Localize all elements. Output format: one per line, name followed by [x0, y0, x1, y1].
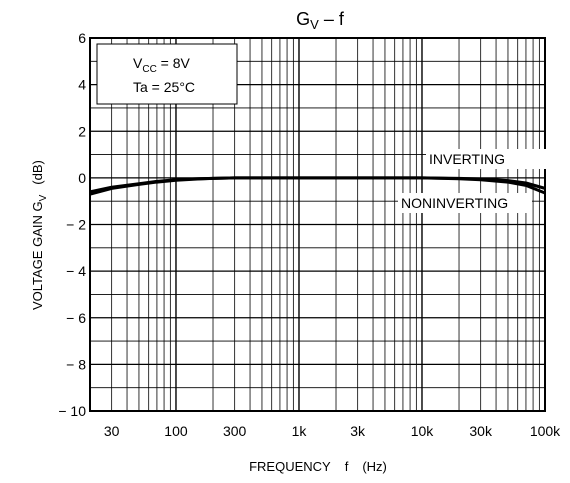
x-tick-label: 30k	[469, 423, 493, 439]
y-tick-label: − 2	[66, 217, 86, 233]
chart-title-rest: – f	[319, 9, 345, 29]
series-label-noninverting: NONINVERTING	[401, 195, 508, 211]
x-axis-label: FREQUENCY f (Hz)	[249, 459, 387, 474]
x-tick-label: 100k	[530, 423, 561, 439]
y-tick-label: 0	[78, 170, 86, 186]
series-label-inverting: INVERTING	[429, 151, 505, 167]
x-tick-labels: 30 100 300 1k 3k 10k 30k 100k	[104, 423, 561, 439]
y-axis-label-unit: (dB)	[30, 160, 45, 185]
x-tick-label: 300	[223, 423, 247, 439]
series-layer	[89, 176, 546, 196]
y-tick-label: − 6	[66, 310, 86, 326]
y-axis-label-sub: V	[38, 194, 49, 201]
x-tick-label: 10k	[411, 423, 435, 439]
x-tick-label: 100	[164, 423, 188, 439]
x-axis-label-part: (Hz)	[362, 459, 387, 474]
x-tick-label: 1k	[292, 423, 308, 439]
y-tick-label: − 4	[66, 263, 86, 279]
y-tick-label: − 8	[66, 356, 86, 372]
condition-vcc-main: V	[133, 55, 143, 71]
condition-vcc-rest: = 8V	[157, 55, 191, 71]
condition-vcc-sub: CC	[142, 64, 156, 75]
x-tick-label: 30	[104, 423, 120, 439]
chart-title-sub: V	[310, 17, 319, 32]
y-axis-label: VOLTAGE GAIN GV (dB)	[30, 160, 49, 310]
plot-frame	[89, 37, 546, 412]
y-tick-label: 4	[78, 77, 86, 93]
chart-title-main: G	[296, 9, 310, 29]
y-tick-label: 2	[78, 123, 86, 139]
condition-ta: Ta = 25°C	[133, 79, 195, 95]
y-tick-label: 6	[78, 30, 86, 46]
chart-title: GV – f	[296, 9, 345, 32]
y-tick-label: − 10	[58, 403, 86, 419]
inverting-label-bg	[426, 149, 546, 169]
x-axis-label-part: f	[345, 459, 349, 474]
x-axis-label-part: FREQUENCY	[249, 459, 331, 474]
condition-vcc: VCC = 8V	[133, 55, 191, 75]
x-tick-label: 3k	[350, 423, 366, 439]
series-line-noninverting	[89, 176, 546, 196]
conditions-box-bg	[96, 43, 238, 105]
noninverting-label-bg	[398, 193, 532, 213]
y-tick-labels: 6 4 2 0 − 2 − 4 − 6 − 8 − 10	[58, 30, 86, 419]
y-axis-label-main: VOLTAGE GAIN G	[30, 201, 45, 310]
conditions-box: VCC = 8V Ta = 25°C	[96, 43, 238, 105]
